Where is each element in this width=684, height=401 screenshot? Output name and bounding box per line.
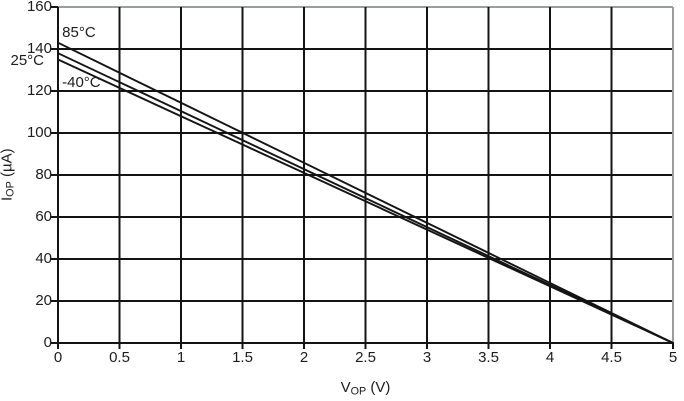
y-axis-symbol: I <box>0 196 16 201</box>
x-tick-label-1: 1 <box>176 349 186 366</box>
y-tick-label-0: 0 <box>43 334 52 351</box>
chart-canvas <box>51 6 674 349</box>
x-tick-label-1.5: 1.5 <box>232 349 253 366</box>
series-line--40°C <box>57 58 674 344</box>
x-tick-label-0: 0 <box>53 349 63 366</box>
x-tick-label-0.5: 0.5 <box>109 349 130 366</box>
x-axis-subscript: OP <box>350 385 367 398</box>
series-label-25°C: 25°C <box>10 51 45 69</box>
plot-area <box>51 6 674 349</box>
y-tick-label-120: 120 <box>26 82 52 99</box>
y-tick-label-140: 140 <box>26 40 52 57</box>
x-tick-label-2.5: 2.5 <box>355 349 376 366</box>
x-tick-label-5: 5 <box>668 349 678 366</box>
y-axis-subscript: OP <box>4 181 17 197</box>
x-tick-label-4.5: 4.5 <box>601 349 622 366</box>
y-axis-unit: (µA) <box>0 148 16 182</box>
x-tick-label-4: 4 <box>545 349 555 366</box>
x-axis-symbol: V <box>340 379 351 396</box>
x-tick-label-2: 2 <box>299 349 309 366</box>
y-tick-label-160: 160 <box>26 0 52 15</box>
series-line-85°C <box>57 41 674 344</box>
y-tick-label-40: 40 <box>35 250 52 267</box>
y-axis-title: IOP (µA) <box>0 125 21 225</box>
x-axis-unit: (V) <box>366 379 391 396</box>
y-tick-label-20: 20 <box>35 292 52 309</box>
series-line-25°C <box>57 52 674 344</box>
x-tick-label-3.5: 3.5 <box>478 349 499 366</box>
x-tick-label-3: 3 <box>422 349 432 366</box>
x-axis-title: VOP (V) <box>58 378 673 401</box>
